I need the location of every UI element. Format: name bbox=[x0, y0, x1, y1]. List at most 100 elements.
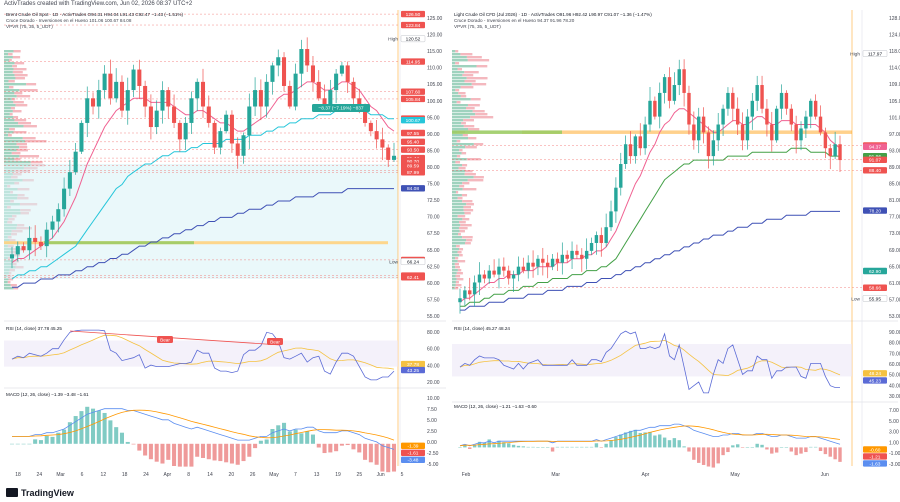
volume-profile-bar bbox=[4, 59, 10, 62]
volume-profile-bar bbox=[19, 146, 28, 149]
macd-histogram-bar bbox=[789, 447, 793, 452]
macd-histogram-bar bbox=[229, 443, 234, 464]
volume-profile-bar bbox=[470, 98, 481, 101]
candle-body bbox=[716, 124, 720, 141]
volume-profile-bar bbox=[452, 143, 474, 146]
candle-body bbox=[172, 106, 177, 123]
macd-axis-label: 0.00 bbox=[427, 440, 437, 446]
candle-body bbox=[148, 106, 153, 128]
price-tag-label: 107.60 bbox=[406, 90, 421, 96]
volume-profile-bar bbox=[452, 278, 457, 281]
macd-value-tag bbox=[401, 449, 425, 456]
candle-body bbox=[62, 188, 67, 210]
price-tag bbox=[401, 10, 425, 18]
x-tick-label: 24 bbox=[37, 472, 43, 478]
volume-profile-bar bbox=[459, 185, 465, 188]
y-tick-label: 124.00 bbox=[889, 33, 900, 39]
price-tag bbox=[401, 138, 425, 146]
macd-line bbox=[12, 408, 395, 450]
volume-profile-bar bbox=[452, 119, 464, 122]
candle-body bbox=[38, 242, 43, 247]
macd-histogram-bar bbox=[711, 447, 716, 468]
y-tick-label: 55.00 bbox=[427, 314, 440, 320]
volume-profile-bar bbox=[4, 83, 27, 86]
x-tick-label: 24 bbox=[143, 472, 149, 478]
price-tag-label: 66.24 bbox=[407, 259, 419, 265]
volume-profile-bar bbox=[4, 74, 15, 77]
volume-profile-bar bbox=[457, 260, 466, 263]
volume-profile-bar bbox=[4, 92, 15, 95]
volume-profile-bar bbox=[452, 224, 461, 227]
volume-profile-bar bbox=[452, 257, 456, 260]
volume-profile-bar bbox=[452, 101, 457, 104]
candle-body bbox=[731, 92, 735, 109]
price-tag-label: 90.70 bbox=[407, 159, 419, 165]
y-tick-label: 61.00 bbox=[889, 281, 900, 287]
volume-profile-bar bbox=[4, 101, 14, 104]
candle-body bbox=[492, 270, 496, 275]
candle-body bbox=[79, 122, 84, 152]
volume-profile-bar bbox=[463, 125, 475, 128]
candle-body bbox=[667, 77, 672, 101]
price-tag-label: 55.95 bbox=[869, 296, 881, 302]
macd-histogram-bar bbox=[643, 432, 647, 448]
macd-histogram-bar bbox=[497, 440, 501, 448]
x-tick-label: May bbox=[730, 472, 740, 478]
volume-profile-bar bbox=[8, 80, 15, 83]
candle-body bbox=[755, 85, 759, 101]
candle-body bbox=[114, 81, 119, 99]
candle-body bbox=[511, 274, 516, 279]
volume-profile-bar bbox=[4, 152, 12, 155]
rsi-axis-label: 40.00 bbox=[427, 363, 440, 369]
rsi-axis-label: 80.00 bbox=[427, 330, 440, 336]
candle-body bbox=[27, 237, 32, 251]
price-tag-label: 117.97 bbox=[868, 51, 883, 57]
y-tick-label: 110.00 bbox=[427, 66, 442, 72]
candle-body bbox=[784, 92, 789, 109]
volume-profile-bar bbox=[25, 140, 47, 143]
volume-profile-bar bbox=[465, 242, 471, 245]
candle-body bbox=[828, 148, 832, 157]
volume-profile-bar bbox=[26, 83, 37, 86]
macd-histogram-bar bbox=[697, 447, 701, 463]
macd-histogram-bar bbox=[50, 436, 55, 444]
high-label: High bbox=[850, 52, 860, 58]
volume-profile-bar bbox=[464, 173, 476, 176]
volume-profile-bar bbox=[452, 230, 460, 233]
macd-value-tag bbox=[863, 460, 887, 467]
candle-body bbox=[235, 143, 240, 156]
volume-profile-bar bbox=[452, 185, 460, 188]
volume-profile-bar bbox=[455, 266, 460, 269]
volume-profile-bar bbox=[8, 278, 14, 281]
x-tick-label: 6 bbox=[81, 472, 84, 478]
volume-profile-bar bbox=[452, 113, 476, 116]
x-tick-label: 5 bbox=[401, 472, 404, 478]
volume-profile-bar bbox=[12, 65, 17, 68]
macd-histogram-bar bbox=[492, 444, 496, 448]
macd-histogram-bar bbox=[276, 425, 281, 444]
volume-profile-bar bbox=[456, 245, 460, 248]
candle-body bbox=[368, 122, 373, 132]
candle-body bbox=[838, 144, 842, 161]
volume-profile-bar bbox=[8, 134, 12, 137]
volume-profile-bar bbox=[462, 236, 473, 239]
volume-profile-bar bbox=[452, 218, 463, 221]
volume-profile-bar bbox=[462, 200, 473, 203]
y-tick-label: 105.00 bbox=[889, 99, 900, 105]
price-tag-label: 97.55 bbox=[407, 131, 419, 137]
macd-axis-label: -5.00 bbox=[427, 462, 439, 468]
rsi-band bbox=[452, 344, 852, 377]
volume-profile-bar bbox=[455, 50, 459, 53]
macd-histogram-bar bbox=[310, 434, 315, 444]
rsi-value-label: 43.25 bbox=[407, 368, 419, 374]
macd-histogram-bar bbox=[339, 443, 344, 446]
volume-profile-bar bbox=[4, 116, 14, 119]
macd-histogram-bar bbox=[692, 447, 696, 460]
price-tag-label: 120.52 bbox=[406, 37, 421, 43]
macd-axis-label: -1.00 bbox=[889, 451, 900, 457]
macd-histogram-bar bbox=[114, 427, 119, 444]
volume-profile-bar bbox=[452, 209, 464, 212]
macd-value-tag bbox=[863, 453, 887, 460]
volume-profile-bar bbox=[459, 230, 465, 233]
candle-body bbox=[623, 144, 628, 164]
